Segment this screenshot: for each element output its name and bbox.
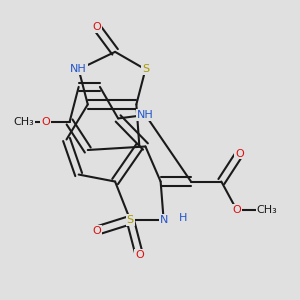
Text: CH₃: CH₃ — [256, 205, 277, 214]
Text: NH: NH — [137, 110, 154, 120]
Text: N: N — [160, 215, 168, 225]
Text: O: O — [92, 226, 101, 236]
Text: O: O — [135, 250, 144, 260]
Text: O: O — [41, 117, 50, 127]
Text: O: O — [92, 22, 101, 32]
Text: O: O — [232, 205, 241, 214]
Text: NH: NH — [70, 64, 87, 74]
Text: H: H — [179, 213, 188, 224]
Text: O: O — [235, 148, 244, 158]
Text: S: S — [127, 215, 134, 225]
Text: S: S — [142, 64, 149, 74]
Text: CH₃: CH₃ — [14, 117, 34, 127]
